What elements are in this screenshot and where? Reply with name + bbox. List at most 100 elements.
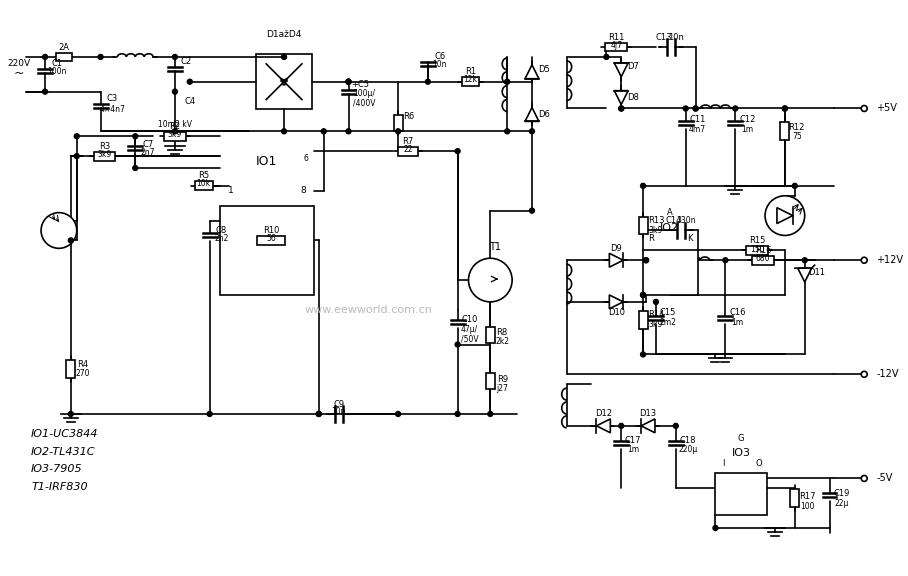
Bar bbox=[643, 251, 697, 295]
Text: 4×4n7: 4×4n7 bbox=[100, 105, 125, 114]
Text: R15: R15 bbox=[749, 236, 765, 245]
Text: R10: R10 bbox=[263, 226, 280, 235]
Polygon shape bbox=[609, 295, 623, 309]
Text: A: A bbox=[667, 208, 673, 217]
Circle shape bbox=[41, 213, 77, 248]
Bar bbox=[56, 53, 72, 61]
Circle shape bbox=[43, 55, 47, 59]
Text: www.eewworld.com.cn: www.eewworld.com.cn bbox=[304, 305, 432, 315]
Circle shape bbox=[693, 106, 698, 111]
Text: 22µ: 22µ bbox=[834, 499, 849, 507]
Text: O: O bbox=[755, 459, 763, 468]
Circle shape bbox=[604, 55, 609, 59]
Circle shape bbox=[133, 134, 138, 139]
Circle shape bbox=[346, 79, 351, 84]
Bar bbox=[486, 373, 495, 389]
Circle shape bbox=[488, 411, 493, 416]
Polygon shape bbox=[641, 419, 655, 433]
Circle shape bbox=[207, 411, 212, 416]
Circle shape bbox=[505, 129, 509, 134]
Text: D13: D13 bbox=[639, 410, 656, 418]
Text: +12V: +12V bbox=[876, 255, 903, 265]
Text: C15: C15 bbox=[659, 308, 676, 317]
Text: C6: C6 bbox=[434, 52, 445, 62]
Circle shape bbox=[618, 423, 624, 429]
Text: 100: 100 bbox=[801, 502, 815, 511]
Circle shape bbox=[862, 475, 867, 482]
Text: D1ažD4: D1ažD4 bbox=[266, 29, 301, 39]
Circle shape bbox=[68, 238, 74, 243]
Bar bbox=[780, 122, 789, 140]
Circle shape bbox=[713, 525, 718, 530]
Circle shape bbox=[321, 129, 326, 134]
Text: 10k: 10k bbox=[197, 179, 211, 188]
Text: 2k2: 2k2 bbox=[495, 337, 509, 346]
Bar bbox=[606, 43, 627, 51]
Text: R6: R6 bbox=[403, 112, 415, 121]
Text: 330n: 330n bbox=[676, 216, 696, 225]
Text: /50V: /50V bbox=[460, 334, 479, 343]
Circle shape bbox=[723, 257, 728, 263]
Circle shape bbox=[640, 183, 646, 188]
Circle shape bbox=[173, 129, 177, 134]
Text: C1: C1 bbox=[52, 59, 63, 69]
Text: 8: 8 bbox=[301, 186, 306, 195]
Circle shape bbox=[187, 79, 192, 84]
Bar bbox=[790, 490, 799, 507]
Polygon shape bbox=[525, 108, 539, 122]
Text: 56: 56 bbox=[266, 234, 276, 243]
Bar bbox=[394, 115, 402, 131]
Text: 100n: 100n bbox=[47, 67, 66, 76]
Text: 22: 22 bbox=[403, 145, 413, 154]
Text: -12V: -12V bbox=[876, 369, 899, 379]
Circle shape bbox=[505, 79, 509, 84]
Text: +5V: +5V bbox=[876, 104, 897, 113]
Polygon shape bbox=[798, 268, 812, 282]
Text: D8: D8 bbox=[627, 93, 639, 102]
Polygon shape bbox=[615, 90, 628, 104]
Circle shape bbox=[346, 79, 351, 84]
Text: C11: C11 bbox=[689, 115, 706, 124]
Circle shape bbox=[674, 423, 678, 429]
Text: 47µ/: 47µ/ bbox=[461, 325, 479, 334]
Text: R13: R13 bbox=[647, 216, 664, 225]
Text: IO2-TL431C: IO2-TL431C bbox=[31, 446, 95, 457]
Circle shape bbox=[618, 106, 624, 111]
Bar bbox=[94, 151, 115, 161]
Text: +C5: +C5 bbox=[351, 80, 370, 89]
Circle shape bbox=[396, 411, 400, 416]
Text: D6: D6 bbox=[538, 110, 550, 119]
Text: 12k: 12k bbox=[463, 75, 478, 84]
Circle shape bbox=[133, 165, 138, 170]
Circle shape bbox=[529, 208, 535, 213]
Text: R1: R1 bbox=[465, 67, 476, 76]
Text: D7: D7 bbox=[627, 62, 639, 71]
Circle shape bbox=[68, 411, 74, 416]
Text: 6: 6 bbox=[304, 154, 309, 162]
Text: 2m2: 2m2 bbox=[659, 318, 676, 327]
Circle shape bbox=[43, 89, 47, 94]
Text: D9: D9 bbox=[610, 244, 622, 253]
Text: j27: j27 bbox=[497, 384, 508, 393]
Circle shape bbox=[281, 129, 287, 134]
Text: 10n/2 kV: 10n/2 kV bbox=[158, 120, 192, 129]
Text: C12: C12 bbox=[739, 115, 755, 124]
Text: 3k9: 3k9 bbox=[168, 130, 183, 139]
Text: 680: 680 bbox=[755, 254, 770, 263]
Text: 220µ: 220µ bbox=[678, 445, 697, 454]
Circle shape bbox=[862, 257, 867, 263]
Text: C13: C13 bbox=[656, 33, 672, 41]
Circle shape bbox=[640, 293, 646, 297]
Text: C9: C9 bbox=[333, 400, 344, 408]
Text: R11: R11 bbox=[608, 33, 625, 41]
Text: C19: C19 bbox=[834, 489, 850, 498]
Circle shape bbox=[765, 196, 804, 236]
Bar bbox=[486, 327, 495, 343]
Circle shape bbox=[425, 79, 430, 84]
Bar bbox=[256, 54, 311, 109]
Text: R7: R7 bbox=[402, 137, 414, 146]
Polygon shape bbox=[597, 419, 610, 433]
Text: D12: D12 bbox=[595, 410, 612, 418]
Text: 3k9: 3k9 bbox=[97, 150, 112, 158]
Text: 10n: 10n bbox=[668, 33, 684, 41]
